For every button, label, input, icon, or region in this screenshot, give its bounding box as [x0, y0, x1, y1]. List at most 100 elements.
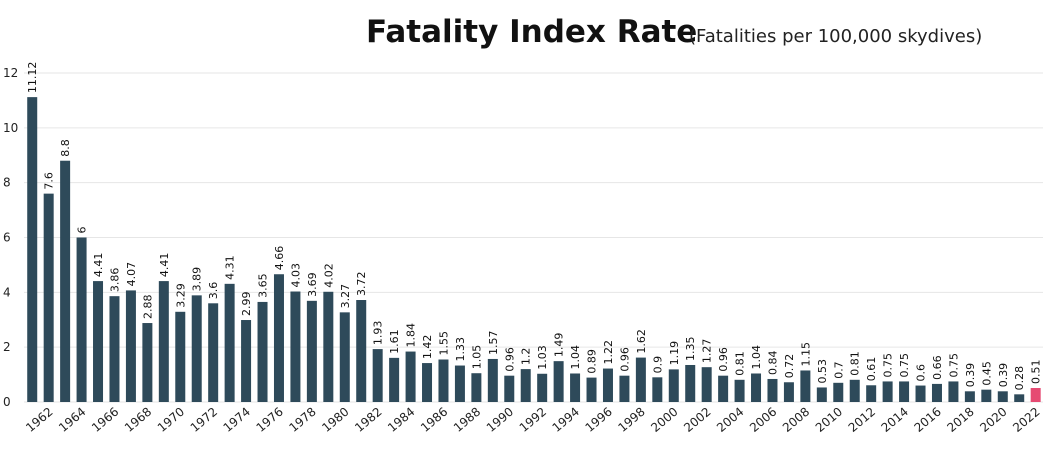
bar-2003 [718, 375, 729, 402]
bar-1969 [158, 281, 169, 402]
bars [27, 97, 1041, 403]
bar-1980 [339, 312, 350, 402]
data-label-1995: 0.89 [586, 349, 599, 374]
data-label-1982: 1.93 [372, 321, 385, 346]
data-label-2015: 0.6 [915, 364, 928, 382]
data-label-1998: 1.62 [635, 329, 648, 354]
bar-1996 [602, 368, 613, 402]
bar-2016 [931, 383, 942, 402]
bar-1979 [323, 291, 334, 402]
x-tick-label: 1970 [155, 405, 187, 435]
data-label-1984: 1.84 [405, 323, 418, 348]
data-label-1969: 4.41 [158, 253, 171, 278]
bar-2015 [915, 385, 926, 402]
bar-1981 [356, 300, 367, 402]
bar-1989 [487, 358, 498, 402]
bar-1983 [389, 357, 400, 402]
data-label-1973: 4.31 [224, 255, 237, 280]
bar-1998 [635, 357, 646, 402]
data-label-2012: 0.61 [865, 357, 878, 382]
bar-1985 [422, 363, 433, 402]
bar-2007 [783, 382, 794, 402]
bar-1964 [76, 237, 87, 402]
data-label-1971: 3.89 [191, 267, 204, 292]
bar-1971 [191, 295, 202, 402]
data-label-2010: 0.7 [832, 361, 845, 379]
x-tick-label: 1998 [615, 405, 647, 435]
y-tick-label: 0 [3, 395, 11, 409]
bar-2002 [701, 367, 712, 402]
x-tick-label: 2010 [813, 405, 845, 435]
bar-1976 [273, 274, 284, 402]
bar-1966 [109, 296, 120, 402]
x-tick-label: 1994 [550, 405, 582, 435]
bar-2019 [981, 389, 992, 402]
bar-2004 [734, 379, 745, 402]
bar-1993 [553, 361, 564, 402]
bar-1992 [537, 373, 548, 402]
data-label-2013: 0.75 [882, 353, 895, 378]
bar-2001 [685, 364, 696, 402]
data-label-1968: 2.88 [141, 295, 154, 320]
y-tick-label: 10 [3, 121, 18, 135]
data-label-1961: 11.12 [26, 62, 39, 94]
data-label-2021: 0.28 [1013, 366, 1026, 391]
x-tick-label: 1992 [517, 405, 549, 435]
y-axis: 0 2 4 6 8 10 12 [3, 66, 18, 409]
bar-2017 [948, 381, 959, 402]
data-label-1997: 0.96 [618, 347, 631, 372]
data-label-1993: 1.49 [553, 333, 566, 358]
bar-2018 [964, 391, 975, 402]
data-label-1989: 1.57 [487, 330, 500, 355]
bar-2009 [816, 387, 827, 402]
x-tick-label: 1972 [188, 405, 220, 435]
data-label-1992: 1.03 [536, 345, 549, 370]
data-label-1977: 4.03 [289, 263, 302, 288]
data-label-2022: 0.51 [1030, 360, 1043, 385]
x-tick-label: 2012 [846, 405, 878, 435]
data-label-1978: 3.69 [306, 272, 319, 297]
x-tick-label: 2008 [780, 405, 812, 435]
data-label-2001: 1.35 [684, 336, 697, 361]
data-label-2007: 0.72 [783, 354, 796, 379]
data-label-1963: 8.8 [59, 139, 72, 157]
data-label-2005: 1.04 [750, 345, 763, 370]
data-label-1988: 1.05 [470, 345, 483, 370]
bar-1984 [405, 351, 416, 402]
bar-1961 [27, 97, 38, 403]
data-label-2008: 1.15 [799, 342, 812, 367]
data-label-1970: 3.29 [174, 283, 187, 308]
bar-1970 [175, 311, 186, 402]
x-tick-label: 1974 [221, 405, 253, 435]
bar-2022 [1030, 388, 1041, 402]
bar-1978 [306, 300, 317, 402]
data-label-2004: 0.81 [734, 351, 747, 376]
data-label-2011: 0.81 [849, 351, 862, 376]
bar-1986 [438, 359, 449, 402]
data-label-2003: 0.96 [717, 347, 730, 372]
x-tick-label: 1966 [89, 405, 121, 435]
bar-1988 [471, 373, 482, 402]
y-tick-label: 6 [3, 231, 11, 245]
bar-1990 [504, 375, 515, 402]
chart-subtitle: (Fatalities per 100,000 skydives) [689, 26, 983, 47]
bar-1987 [454, 365, 465, 402]
data-label-1965: 4.41 [92, 253, 105, 278]
y-tick-label: 8 [3, 176, 11, 190]
x-tick-label: 1978 [286, 405, 318, 435]
chart-title: Fatality Index Rate [366, 14, 698, 50]
x-tick-label: 2004 [714, 405, 746, 435]
data-label-1979: 4.02 [322, 263, 335, 288]
bar-1962 [43, 193, 54, 402]
x-tick-label: 1964 [56, 405, 88, 435]
bar-1991 [520, 369, 531, 402]
data-label-1975: 3.65 [257, 273, 270, 298]
x-tick-label: 1996 [583, 405, 615, 435]
data-label-1985: 1.42 [421, 335, 434, 360]
data-label-1996: 1.22 [602, 340, 615, 365]
x-tick-label: 2022 [1010, 405, 1042, 435]
x-tick-label: 2006 [747, 405, 779, 435]
bar-2008 [800, 370, 811, 402]
data-label-1987: 1.33 [454, 337, 467, 362]
bar-2005 [751, 373, 762, 402]
